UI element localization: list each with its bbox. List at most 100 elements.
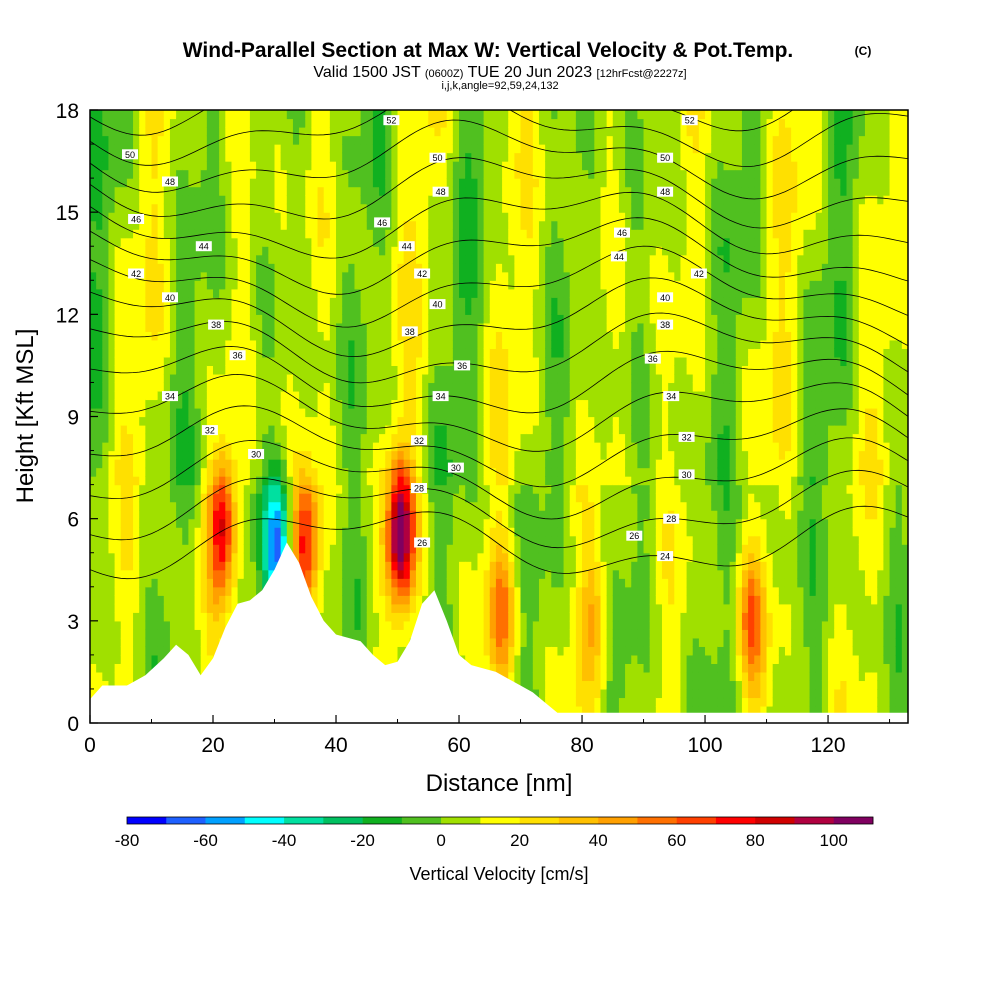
- field-cell: [465, 220, 472, 230]
- field-cell: [182, 322, 190, 332]
- field-cell: [459, 127, 466, 137]
- field-cell: [114, 246, 122, 256]
- field-cell: [354, 152, 362, 162]
- field-cell: [200, 263, 208, 273]
- field-cell: [434, 331, 442, 341]
- field-cell: [317, 552, 325, 562]
- field-cell: [477, 629, 485, 639]
- field-cell: [329, 195, 337, 205]
- field-cell: [403, 178, 411, 188]
- field-cell: [126, 467, 134, 477]
- field-cell: [508, 535, 515, 545]
- field-cell: [495, 578, 503, 588]
- field-cell: [133, 399, 140, 409]
- field-cell: [268, 467, 276, 477]
- field-cell: [256, 305, 263, 315]
- field-cell: [397, 331, 405, 341]
- field-cell: [206, 390, 214, 401]
- field-cell: [176, 459, 183, 469]
- field-cell: [182, 493, 190, 503]
- field-cell: [157, 433, 165, 443]
- field-cell: [440, 212, 448, 222]
- field-cell: [422, 595, 429, 605]
- field-cell: [286, 467, 294, 477]
- field-cell: [477, 552, 485, 562]
- field-cell: [495, 152, 503, 162]
- field-cell: [354, 127, 362, 137]
- field-cell: [323, 459, 331, 469]
- field-cell: [200, 152, 208, 162]
- field-cell: [299, 305, 306, 315]
- field-cell: [502, 578, 509, 588]
- field-cell: [151, 407, 159, 418]
- field-cell: [483, 407, 491, 418]
- field-cell: [403, 501, 411, 511]
- field-cell: [108, 544, 116, 554]
- field-cell: [428, 118, 436, 128]
- field-cell: [157, 510, 165, 520]
- field-cell: [163, 373, 171, 384]
- field-cell: [139, 527, 146, 537]
- field-cell: [268, 382, 276, 392]
- field-cell: [459, 612, 466, 622]
- field-cell: [428, 178, 436, 188]
- field-cell: [459, 280, 466, 290]
- field-cell: [311, 382, 319, 392]
- field-cell: [225, 390, 233, 401]
- field-cell: [280, 331, 288, 341]
- field-cell: [126, 484, 134, 494]
- field-cell: [336, 331, 343, 341]
- field-cell: [459, 135, 466, 145]
- field-cell: [329, 246, 337, 256]
- field-cell: [495, 288, 503, 298]
- field-cell: [366, 365, 374, 375]
- field-cell: [243, 110, 251, 120]
- field-cell: [403, 263, 411, 273]
- field-cell: [360, 442, 368, 452]
- field-cell: [348, 467, 356, 477]
- field-cell: [366, 314, 374, 324]
- field-cell: [489, 620, 497, 630]
- field-cell: [213, 484, 220, 494]
- field-cell: [90, 314, 97, 324]
- field-cell: [114, 186, 122, 196]
- field-cell: [305, 356, 313, 367]
- field-cell: [459, 246, 466, 256]
- field-cell: [366, 297, 374, 307]
- field-cell: [133, 339, 140, 349]
- field-cell: [286, 433, 294, 443]
- field-cell: [354, 339, 362, 349]
- field-cell: [243, 390, 251, 401]
- field-cell: [471, 373, 479, 384]
- field-cell: [483, 416, 491, 426]
- field-cell: [446, 569, 454, 579]
- field-cell: [317, 390, 325, 401]
- field-cell: [434, 314, 442, 324]
- field-cell: [182, 288, 190, 298]
- field-cell: [342, 459, 349, 469]
- field-cell: [256, 246, 263, 256]
- field-cell: [268, 373, 276, 384]
- field-cell: [428, 331, 436, 341]
- field-cell: [379, 348, 386, 358]
- field-cell: [477, 442, 485, 452]
- field-cell: [385, 195, 392, 205]
- field-cell: [471, 527, 479, 537]
- field-cell: [323, 552, 331, 562]
- field-cell: [102, 152, 110, 162]
- field-cell: [280, 484, 288, 494]
- field-cell: [329, 569, 337, 579]
- field-cell: [176, 442, 183, 452]
- field-cell: [477, 169, 485, 179]
- field-cell: [477, 646, 485, 656]
- field-cell: [219, 186, 226, 196]
- field-cell: [385, 365, 392, 375]
- field-cell: [336, 399, 343, 409]
- field-cell: [157, 518, 165, 528]
- field-cell: [323, 186, 331, 196]
- field-cell: [169, 476, 177, 486]
- field-cell: [157, 493, 165, 503]
- field-cell: [292, 152, 300, 162]
- field-cell: [403, 527, 411, 537]
- field-cell: [329, 510, 337, 520]
